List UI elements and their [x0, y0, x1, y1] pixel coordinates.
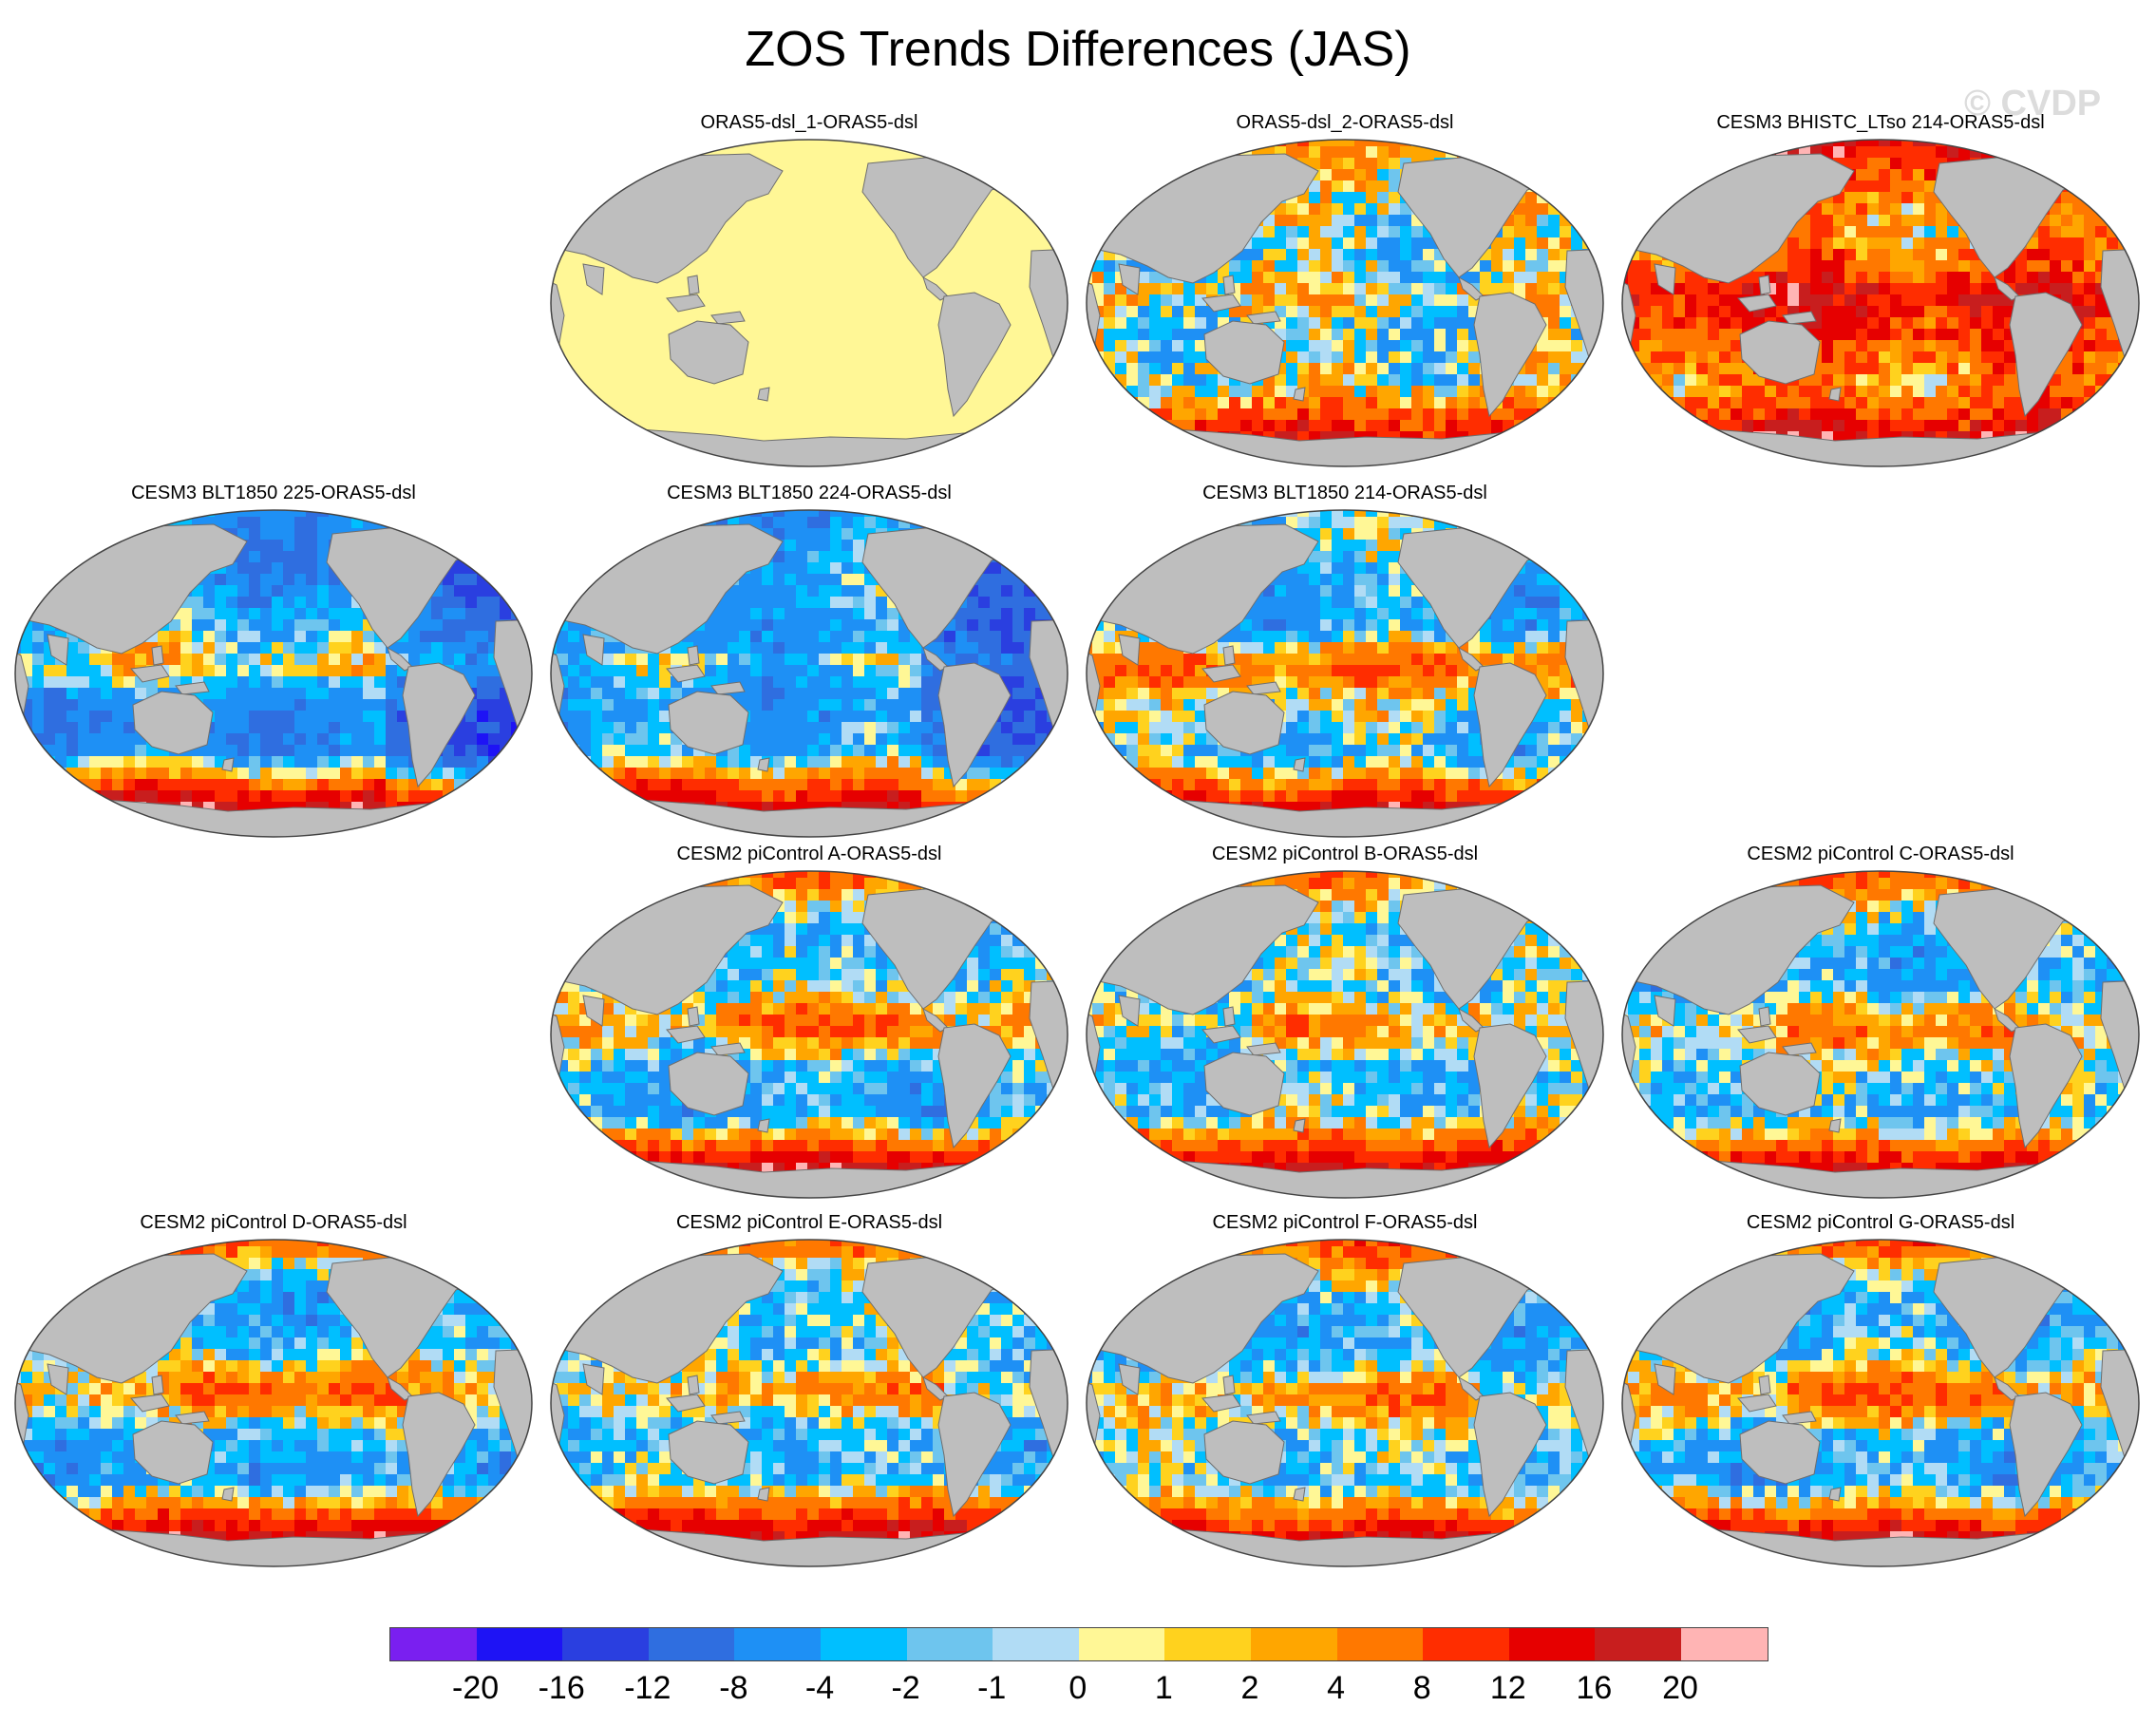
colorbar-swatch: [820, 1628, 907, 1660]
colorbar: [389, 1627, 1768, 1661]
colorbar-tick-label: -2: [891, 1670, 920, 1706]
colorbar-swatch: [476, 1628, 563, 1660]
colorbar-tick-label: -16: [538, 1670, 585, 1706]
colorbar-tick-label: 2: [1240, 1670, 1259, 1706]
panel-title: CESM2 piControl C-ORAS5-dsl: [1747, 844, 2014, 864]
map-outline: [1086, 139, 1604, 467]
panel-title: ORAS5-dsl_1-ORAS5-dsl: [700, 112, 918, 133]
colorbar-tick-label: 8: [1412, 1670, 1431, 1706]
colorbar-tick-label: -4: [804, 1670, 835, 1706]
colorbar-swatch: [906, 1628, 993, 1660]
colorbar-swatch: [648, 1628, 735, 1660]
map-panel: CESM2 piControl D-ORAS5-dsl: [9, 1210, 538, 1571]
map-outline: [550, 139, 1069, 467]
world-map: [14, 509, 533, 838]
panel-title: CESM2 piControl B-ORAS5-dsl: [1211, 844, 1479, 864]
colorbar-tick-label: 1: [1154, 1670, 1173, 1706]
world-map: [1621, 139, 2140, 467]
world-map: [1621, 1239, 2140, 1567]
map-panel: CESM3 BLT1850 224-ORAS5-dsl: [545, 481, 1073, 842]
map-panel: CESM2 piControl B-ORAS5-dsl: [1081, 842, 1609, 1203]
panel-title: CESM3 BLT1850 225-ORAS5-dsl: [131, 483, 416, 503]
map-panel: ORAS5-dsl_1-ORAS5-dsl: [545, 110, 1073, 471]
colorbar-tick-label: -8: [719, 1670, 748, 1706]
map-outline: [1086, 509, 1604, 838]
world-map: [550, 509, 1069, 838]
colorbar-swatch: [1336, 1628, 1424, 1660]
colorbar-swatch: [734, 1628, 821, 1660]
colorbar-tick-label: 20: [1662, 1670, 1698, 1706]
colorbar-tick-label: 4: [1327, 1670, 1346, 1706]
map-outline: [550, 509, 1069, 838]
map-panel: CESM2 piControl G-ORAS5-dsl: [1617, 1210, 2145, 1571]
panel-title: CESM2 piControl F-ORAS5-dsl: [1212, 1212, 1478, 1233]
colorbar-tick-label: -20: [452, 1670, 500, 1706]
panel-title: CESM3 BLT1850 224-ORAS5-dsl: [667, 483, 952, 503]
map-outline: [1086, 1239, 1604, 1567]
world-map: [1086, 870, 1604, 1199]
colorbar-swatch: [562, 1628, 649, 1660]
colorbar-tick-label: -1: [977, 1670, 1007, 1706]
world-map: [1621, 870, 2140, 1199]
map-panel: CESM2 piControl A-ORAS5-dsl: [545, 842, 1073, 1203]
colorbar-swatch: [1164, 1628, 1251, 1660]
panel-title: CESM2 piControl A-ORAS5-dsl: [676, 844, 942, 864]
panel-title: CESM2 piControl D-ORAS5-dsl: [140, 1212, 407, 1233]
world-map: [1086, 509, 1604, 838]
world-map: [550, 870, 1069, 1199]
map-panel: CESM2 piControl F-ORAS5-dsl: [1081, 1210, 1609, 1571]
map-outline: [1086, 870, 1604, 1199]
map-outline: [1621, 1239, 2140, 1567]
colorbar-swatch: [993, 1628, 1079, 1660]
map-panel: CESM2 piControl E-ORAS5-dsl: [545, 1210, 1073, 1571]
colorbar-swatch: [1250, 1628, 1337, 1660]
panel-title: CESM2 piControl G-ORAS5-dsl: [1746, 1212, 2015, 1233]
panel-title: CESM2 piControl E-ORAS5-dsl: [675, 1212, 943, 1233]
figure-title: ZOS Trends Differences (JAS): [745, 22, 1411, 77]
map-outline: [550, 870, 1069, 1199]
map-panel: ORAS5-dsl_2-ORAS5-dsl: [1081, 110, 1609, 471]
colorbar-swatch: [1078, 1628, 1165, 1660]
colorbar-swatch: [1680, 1628, 1768, 1660]
map-panel: CESM3 BLT1850 225-ORAS5-dsl: [9, 481, 538, 842]
map-outline: [1621, 870, 2140, 1199]
colorbar-swatch: [1508, 1628, 1596, 1660]
world-map: [550, 139, 1069, 467]
world-map: [550, 1239, 1069, 1567]
colorbar-tick-label: 0: [1069, 1670, 1087, 1706]
colorbar-swatch: [1423, 1628, 1509, 1660]
world-map: [1086, 1239, 1604, 1567]
map-outline: [14, 1239, 533, 1567]
map-outline: [1621, 139, 2140, 467]
colorbar-tick-label: 12: [1489, 1670, 1526, 1706]
map-panel: CESM3 BLT1850 214-ORAS5-dsl: [1081, 481, 1609, 842]
world-map: [1086, 139, 1604, 467]
colorbar-tick-label: -12: [624, 1670, 671, 1706]
panel-title: ORAS5-dsl_2-ORAS5-dsl: [1236, 112, 1454, 133]
world-map: [14, 1239, 533, 1567]
cvdp-watermark: © CVDP: [1964, 84, 2102, 123]
map-panel: CESM3 BHISTC_LTso 214-ORAS5-dsl: [1617, 110, 2145, 471]
colorbar-swatch: [1595, 1628, 1681, 1660]
colorbar-swatch: [390, 1628, 477, 1660]
panel-title: CESM3 BHISTC_LTso 214-ORAS5-dsl: [1716, 112, 2045, 133]
map-outline: [14, 509, 533, 838]
map-outline: [550, 1239, 1069, 1567]
map-panel: CESM2 piControl C-ORAS5-dsl: [1617, 842, 2145, 1203]
colorbar-tick-label: 16: [1576, 1670, 1613, 1706]
continents: [15, 1247, 532, 1566]
panel-title: CESM3 BLT1850 214-ORAS5-dsl: [1202, 483, 1487, 503]
